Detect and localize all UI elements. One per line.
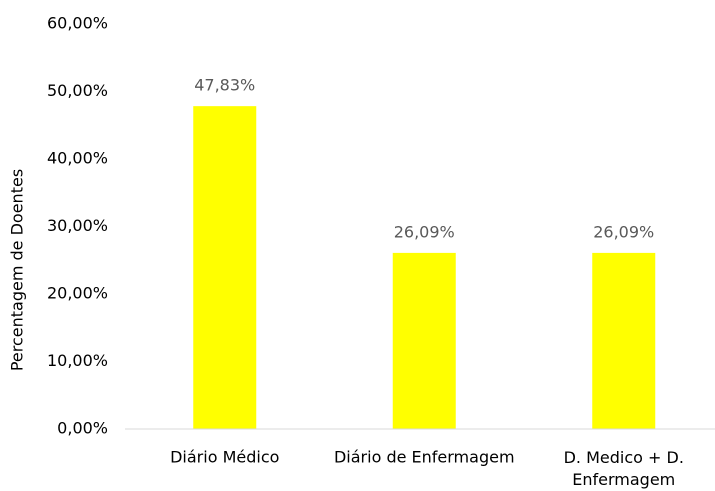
y-tick-label: 10,00% [47,351,108,370]
y-tick-label: 50,00% [47,81,108,100]
y-tick-label: 40,00% [47,149,108,168]
x-tick-label: Diário Médico [170,448,279,467]
y-tick-label: 30,00% [47,216,108,235]
x-tick-label: D. Medico + D. Enfermagem [564,448,684,489]
y-tick-label: 20,00% [47,284,108,303]
x-tick-label: Diário de Enfermagem [334,448,515,467]
y-tick-label: 60,00% [47,14,108,33]
bar [193,106,257,430]
y-tick-label: 0,00% [57,419,108,438]
data-label: 26,09% [593,222,654,241]
data-label: 47,83% [194,76,255,95]
bar [592,252,656,429]
bar [392,252,456,429]
y-axis-title: Percentagem de Doentes [8,169,27,371]
data-label: 26,09% [394,222,455,241]
